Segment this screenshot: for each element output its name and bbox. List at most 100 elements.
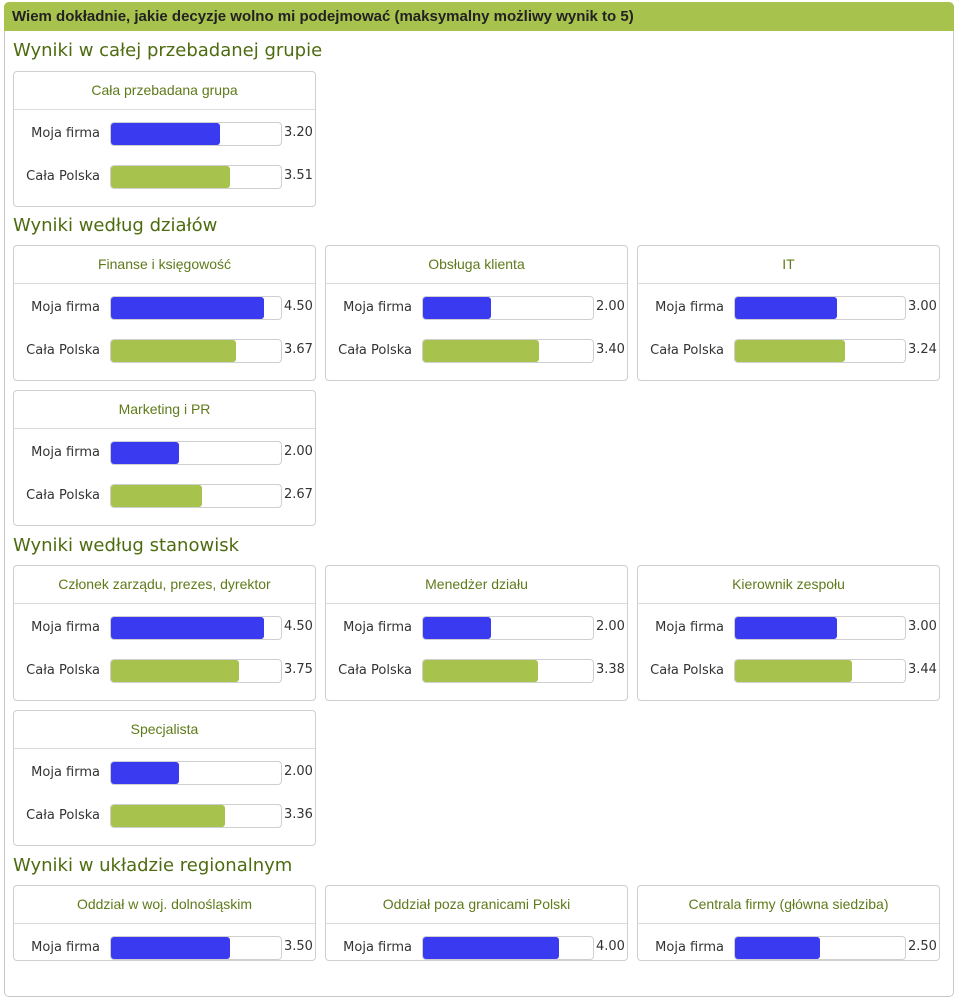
bar-cala-polska xyxy=(735,660,852,682)
series-label-moja-firma: Moja firma xyxy=(343,940,412,955)
section-title: Wyniki według działów xyxy=(13,215,218,236)
bar-cala-polska xyxy=(111,660,239,682)
series-label-cala-polska: Cała Polska xyxy=(26,343,100,358)
series-label-cala-polska: Cała Polska xyxy=(650,343,724,358)
bar-value-label: 3.67 xyxy=(284,342,313,357)
bar-cala-polska xyxy=(111,485,202,507)
card-title: Menedżer działu xyxy=(326,566,627,604)
bar-moja-firma xyxy=(423,297,491,319)
bar-track xyxy=(734,936,906,960)
chart-card: Kierownik zespołu Moja firma 3.00 Cała Pols… xyxy=(637,565,940,701)
bar-moja-firma xyxy=(111,617,264,639)
chart-card: Centrala firmy (główna siedziba) Moja fir… xyxy=(637,885,940,961)
series-label-cala-polska: Cała Polska xyxy=(26,169,100,184)
bar-value-label: 3.38 xyxy=(596,662,625,677)
bar-moja-firma xyxy=(111,762,179,784)
chart-card: Członek zarządu, prezes, dyrektor Moja fi… xyxy=(13,565,316,701)
bar-track xyxy=(110,936,282,960)
card-title: Członek zarządu, prezes, dyrektor xyxy=(14,566,315,604)
chart-card: IT Moja firma 3.00 Cała Polska 3.24 xyxy=(637,245,940,381)
bar-value-label: 3.00 xyxy=(908,619,937,634)
card-title: Cała przebadana grupa xyxy=(14,72,315,110)
bar-value-label: 3.50 xyxy=(284,939,313,954)
series-label-cala-polska: Cała Polska xyxy=(26,488,100,503)
bar-value-label: 3.51 xyxy=(284,168,313,183)
series-label-moja-firma: Moja firma xyxy=(343,620,412,635)
card-title: Kierownik zespołu xyxy=(638,566,939,604)
bar-value-label: 4.00 xyxy=(596,939,625,954)
bar-track xyxy=(734,296,906,320)
chart-card: Finanse i księgowość Moja firma 4.50 Cała P… xyxy=(13,245,316,381)
series-label-moja-firma: Moja firma xyxy=(31,620,100,635)
card-title: Centrala firmy (główna siedziba) xyxy=(638,886,939,924)
bar-cala-polska xyxy=(735,340,846,362)
chart-card: Specjalista Moja firma 2.00 Cała Polska 3.36 xyxy=(13,710,316,846)
section-title: Wyniki w układzie regionalnym xyxy=(13,855,293,876)
series-label-moja-firma: Moja firma xyxy=(655,300,724,315)
bar-value-label: 2.00 xyxy=(284,764,313,779)
bar-moja-firma xyxy=(111,937,230,959)
bar-track xyxy=(422,616,594,640)
bar-value-label: 2.67 xyxy=(284,487,313,502)
series-label-moja-firma: Moja firma xyxy=(655,940,724,955)
series-label-moja-firma: Moja firma xyxy=(31,765,100,780)
bar-moja-firma xyxy=(423,937,559,959)
chart-card: Oddział w woj. dolnośląskim Moja firma 3.5… xyxy=(13,885,316,961)
bar-track xyxy=(422,659,594,683)
bar-moja-firma xyxy=(735,297,837,319)
card-title: IT xyxy=(638,246,939,284)
bar-value-label: 3.20 xyxy=(284,125,313,140)
card-title: Oddział poza granicami Polski xyxy=(326,886,627,924)
bar-track xyxy=(110,165,282,189)
series-label-cala-polska: Cała Polska xyxy=(26,808,100,823)
series-label-moja-firma: Moja firma xyxy=(31,940,100,955)
bar-value-label: 2.00 xyxy=(596,299,625,314)
bar-track xyxy=(110,296,282,320)
chart-card: Marketing i PR Moja firma 2.00 Cała Polska 2… xyxy=(13,390,316,526)
bar-track xyxy=(110,339,282,363)
bar-track xyxy=(422,339,594,363)
bar-track xyxy=(734,339,906,363)
bar-value-label: 3.24 xyxy=(908,342,937,357)
chart-card: Menedżer działu Moja firma 2.00 Cała Polska… xyxy=(325,565,628,701)
bar-value-label: 2.50 xyxy=(908,939,937,954)
bar-moja-firma xyxy=(111,442,179,464)
bar-value-label: 4.50 xyxy=(284,619,313,634)
bar-value-label: 3.44 xyxy=(908,662,937,677)
bar-moja-firma xyxy=(111,123,220,145)
bar-track xyxy=(110,441,282,465)
section-title: Wyniki według stanowisk xyxy=(13,535,239,556)
series-label-moja-firma: Moja firma xyxy=(31,300,100,315)
series-label-moja-firma: Moja firma xyxy=(343,300,412,315)
chart-card: Cała przebadana grupa Moja firma 3.20 Cała … xyxy=(13,71,316,207)
series-label-moja-firma: Moja firma xyxy=(655,620,724,635)
bar-moja-firma xyxy=(423,617,491,639)
chart-card: Oddział poza granicami Polski Moja firma 4… xyxy=(325,885,628,961)
bar-track xyxy=(110,761,282,785)
bar-moja-firma xyxy=(735,937,820,959)
bar-track xyxy=(110,804,282,828)
bar-cala-polska xyxy=(111,805,226,827)
card-title: Obsługa klienta xyxy=(326,246,627,284)
series-label-cala-polska: Cała Polska xyxy=(26,663,100,678)
bar-cala-polska xyxy=(111,166,231,188)
bar-track xyxy=(110,616,282,640)
bar-track xyxy=(734,659,906,683)
bar-value-label: 3.75 xyxy=(284,662,313,677)
bar-value-label: 2.00 xyxy=(284,444,313,459)
bar-track xyxy=(110,122,282,146)
card-title: Marketing i PR xyxy=(14,391,315,429)
series-label-moja-firma: Moja firma xyxy=(31,126,100,141)
bar-cala-polska xyxy=(423,340,539,362)
series-label-moja-firma: Moja firma xyxy=(31,445,100,460)
bar-cala-polska xyxy=(111,340,236,362)
bar-value-label: 3.36 xyxy=(284,807,313,822)
bar-moja-firma xyxy=(735,617,837,639)
series-label-cala-polska: Cała Polska xyxy=(338,663,412,678)
bar-value-label: 4.50 xyxy=(284,299,313,314)
series-label-cala-polska: Cała Polska xyxy=(338,343,412,358)
panel-header: Wiem dokładnie, jakie decyzje wolno mi p… xyxy=(4,2,954,31)
series-label-cala-polska: Cała Polska xyxy=(650,663,724,678)
panel-title: Wiem dokładnie, jakie decyzje wolno mi p… xyxy=(12,8,634,25)
chart-card: Obsługa klienta Moja firma 2.00 Cała Polska… xyxy=(325,245,628,381)
